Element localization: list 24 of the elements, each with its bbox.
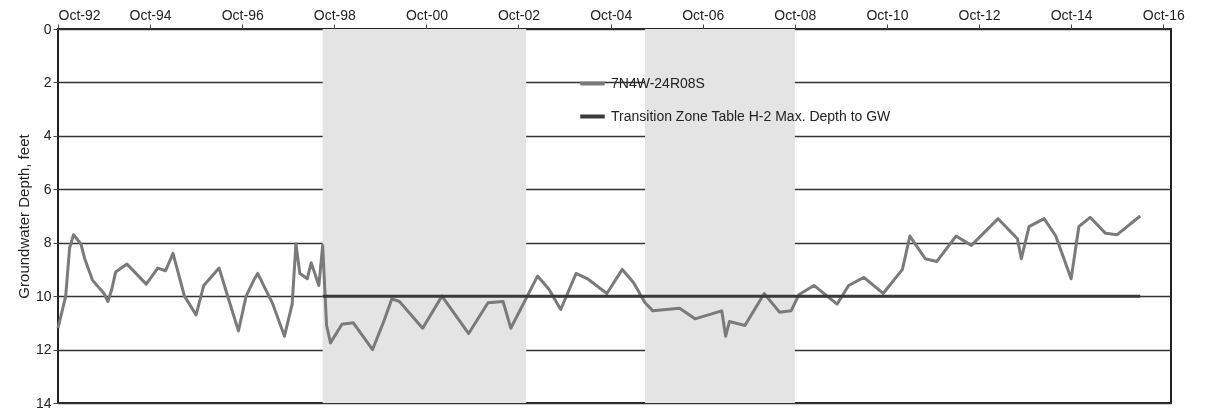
y-tick-label: 14 <box>35 394 52 411</box>
y-tick-label: 10 <box>35 287 52 304</box>
x-tick-label: Oct-08 <box>774 6 817 23</box>
y-tick-label: 0 <box>43 20 52 37</box>
legend-label: Transition Zone Table H-2 Max. Depth to GW <box>611 107 892 124</box>
x-tick-label: Oct-10 <box>866 6 909 23</box>
y-tick-label: 8 <box>43 234 52 251</box>
y-tick-label: 4 <box>43 127 52 144</box>
y-axis-title: Groundwater Depth, feet <box>14 133 32 299</box>
x-tick-label: Oct-04 <box>590 6 633 23</box>
x-tick-label: Oct-92 <box>58 6 101 23</box>
x-tick-label: Oct-06 <box>682 6 725 23</box>
legend-label: 7N4W-24R08S <box>611 74 705 91</box>
x-tick-label: Oct-12 <box>958 6 1001 23</box>
x-tick-label: Oct-16 <box>1142 6 1186 23</box>
x-tick-label: Oct-98 <box>313 6 356 23</box>
x-tick-label: Oct-94 <box>129 6 172 23</box>
y-tick-label: 12 <box>35 341 52 358</box>
y-tick-label: 2 <box>43 73 52 90</box>
x-tick-label: Oct-02 <box>497 6 541 23</box>
x-tick-label: Oct-14 <box>1050 6 1093 23</box>
x-tick-label: Oct-96 <box>221 6 264 23</box>
y-tick-label: 6 <box>43 180 52 197</box>
x-tick-label: Oct-00 <box>405 6 449 23</box>
